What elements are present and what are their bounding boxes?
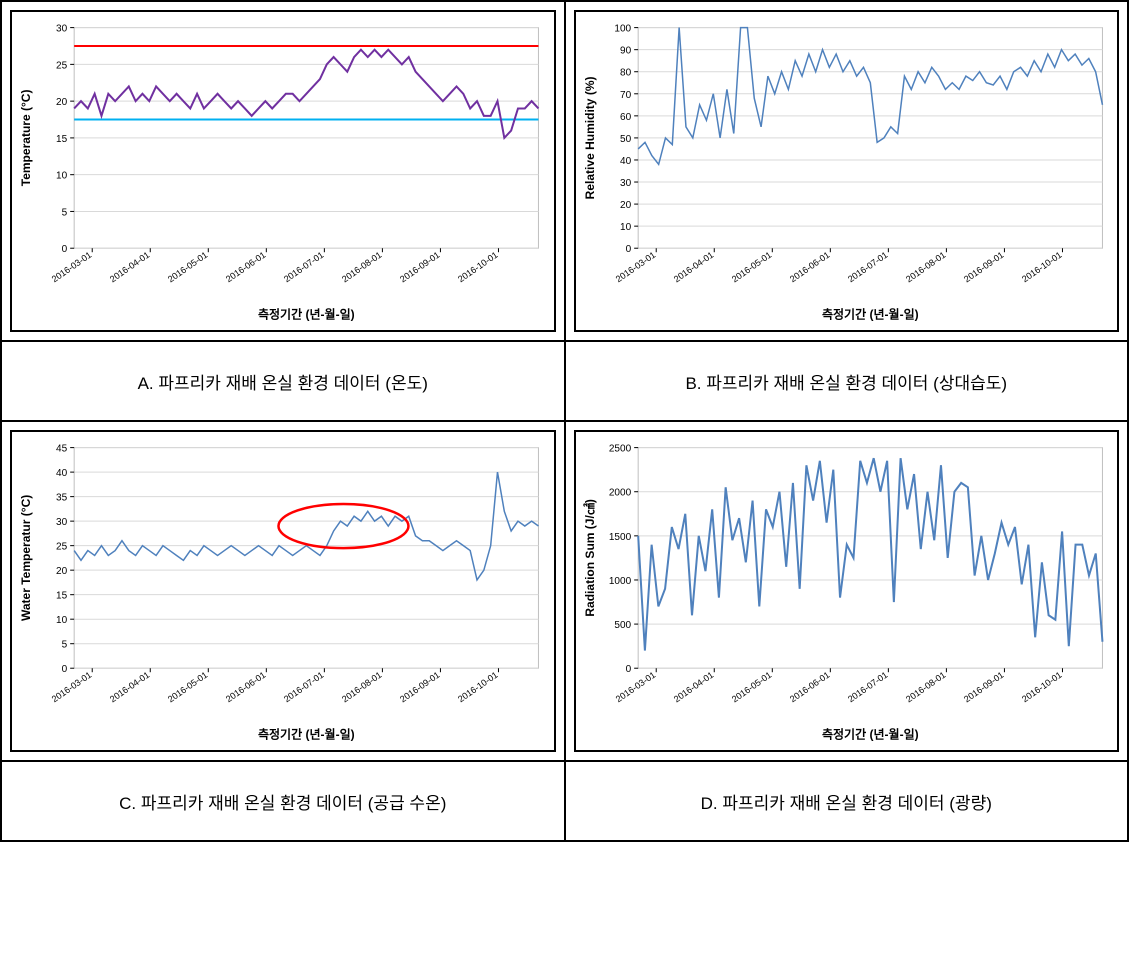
svg-text:2016-10-01: 2016-10-01 [1020, 250, 1064, 285]
chart-A-svg: 0 5 10 15 20 25 30 2016-03-01 2016-04-01 2016-05-… [12, 12, 554, 330]
svg-text:2016-08-01: 2016-08-01 [904, 250, 948, 285]
svg-text:2016-03-01: 2016-03-01 [613, 250, 657, 285]
svg-text:2016-06-01: 2016-06-01 [787, 670, 831, 705]
svg-text:500: 500 [614, 620, 631, 631]
svg-text:2016-04-01: 2016-04-01 [671, 670, 715, 705]
chart-B-svg: 0 10 20 30 40 50 60 70 80 90 100 2016-03-01 2016-04-… [576, 12, 1118, 330]
chart-C: 0 5 10 15 20 25 30 35 40 45 2016-03-01 2016-04-01 20… [10, 430, 556, 752]
svg-text:50: 50 [620, 134, 632, 145]
svg-text:90: 90 [620, 46, 632, 57]
svg-text:10: 10 [56, 615, 68, 626]
svg-text:80: 80 [620, 68, 632, 79]
svg-text:40: 40 [620, 156, 632, 167]
svg-text:15: 15 [56, 134, 68, 145]
svg-text:2016-10-01: 2016-10-01 [456, 670, 500, 705]
svg-text:40: 40 [56, 468, 68, 479]
chart-A: 0 5 10 15 20 25 30 2016-03-01 2016-04-01 2016-05-… [10, 10, 556, 332]
svg-text:2016-09-01: 2016-09-01 [962, 670, 1006, 705]
caption-B-text: B. 파프리카 재배 온실 환경 데이터 (상대습도) [685, 369, 1007, 394]
svg-text:Water Temperatur (°C): Water Temperatur (°C) [19, 495, 33, 621]
chart-B: 0 10 20 30 40 50 60 70 80 90 100 2016-03-01 2016-04-… [574, 10, 1120, 332]
svg-text:Relative Humidity (%): Relative Humidity (%) [583, 76, 597, 199]
chart-A-cell: 0 5 10 15 20 25 30 2016-03-01 2016-04-01 2016-05-… [1, 1, 565, 341]
caption-B: B. 파프리카 재배 온실 환경 데이터 (상대습도) [565, 341, 1129, 421]
svg-text:25: 25 [56, 60, 68, 71]
svg-text:측정기간 (년-월-일): 측정기간 (년-월-일) [821, 306, 918, 321]
svg-text:2016-08-01: 2016-08-01 [340, 250, 384, 285]
svg-text:Temperature (°C): Temperature (°C) [19, 90, 33, 187]
svg-text:30: 30 [620, 178, 632, 189]
svg-text:2016-04-01: 2016-04-01 [671, 250, 715, 285]
svg-text:2016-07-01: 2016-07-01 [845, 250, 889, 285]
svg-text:30: 30 [56, 24, 68, 35]
svg-text:20: 20 [56, 566, 68, 577]
svg-text:2000: 2000 [608, 488, 631, 499]
svg-text:25: 25 [56, 542, 68, 553]
svg-text:2016-05-01: 2016-05-01 [166, 250, 210, 285]
svg-text:2016-09-01: 2016-09-01 [398, 250, 442, 285]
figure-grid: 0 5 10 15 20 25 30 2016-03-01 2016-04-01 2016-05-… [0, 0, 1129, 842]
caption-C: C. 파프리카 재배 온실 환경 데이터 (공급 수온) [1, 761, 565, 841]
chart-B-cell: 0 10 20 30 40 50 60 70 80 90 100 2016-03-01 2016-04-… [565, 1, 1129, 341]
svg-text:측정기간 (년-월-일): 측정기간 (년-월-일) [258, 306, 355, 321]
svg-text:2016-07-01: 2016-07-01 [282, 250, 326, 285]
svg-text:70: 70 [620, 90, 632, 101]
svg-text:2016-07-01: 2016-07-01 [282, 670, 326, 705]
svg-text:Radiation Sum (J/㎠): Radiation Sum (J/㎠) [582, 499, 597, 617]
chart-D-svg: 0 500 1000 1500 2000 2500 2016-03-01 2016-04-01… [576, 432, 1118, 750]
svg-text:측정기간 (년-월-일): 측정기간 (년-월-일) [821, 726, 918, 741]
svg-text:5: 5 [62, 207, 68, 218]
svg-text:2016-03-01: 2016-03-01 [50, 250, 94, 285]
svg-text:2016-09-01: 2016-09-01 [398, 670, 442, 705]
svg-text:2016-06-01: 2016-06-01 [224, 250, 268, 285]
svg-text:2500: 2500 [608, 444, 631, 455]
svg-text:0: 0 [625, 244, 631, 255]
svg-text:2016-10-01: 2016-10-01 [456, 250, 500, 285]
svg-text:20: 20 [620, 200, 632, 211]
svg-text:35: 35 [56, 493, 68, 504]
caption-C-text: C. 파프리카 재배 온실 환경 데이터 (공급 수온) [119, 789, 446, 814]
svg-text:45: 45 [56, 444, 68, 455]
svg-text:30: 30 [56, 517, 68, 528]
chart-D: 0 500 1000 1500 2000 2500 2016-03-01 2016-04-01… [574, 430, 1120, 752]
chart-C-cell: 0 5 10 15 20 25 30 35 40 45 2016-03-01 2016-04-01 20… [1, 421, 565, 761]
svg-text:20: 20 [56, 97, 68, 108]
chart-D-cell: 0 500 1000 1500 2000 2500 2016-03-01 2016-04-01… [565, 421, 1129, 761]
svg-text:1000: 1000 [608, 576, 631, 587]
caption-D-text: D. 파프리카 재배 온실 환경 데이터 (광량) [701, 789, 992, 814]
svg-text:2016-10-01: 2016-10-01 [1020, 670, 1064, 705]
caption-D: D. 파프리카 재배 온실 환경 데이터 (광량) [565, 761, 1129, 841]
svg-text:2016-04-01: 2016-04-01 [108, 670, 152, 705]
chart-C-svg: 0 5 10 15 20 25 30 35 40 45 2016-03-01 2016-04-01 20… [12, 432, 554, 750]
svg-text:15: 15 [56, 591, 68, 602]
svg-text:2016-08-01: 2016-08-01 [904, 670, 948, 705]
svg-text:2016-05-01: 2016-05-01 [729, 250, 773, 285]
svg-text:2016-04-01: 2016-04-01 [108, 250, 152, 285]
svg-text:2016-05-01: 2016-05-01 [166, 670, 210, 705]
svg-text:2016-03-01: 2016-03-01 [50, 670, 94, 705]
svg-text:100: 100 [614, 24, 631, 35]
svg-text:60: 60 [620, 112, 632, 123]
caption-A: A. 파프리카 재배 온실 환경 데이터 (온도) [1, 341, 565, 421]
svg-text:2016-07-01: 2016-07-01 [845, 670, 889, 705]
svg-text:2016-05-01: 2016-05-01 [729, 670, 773, 705]
svg-text:2016-08-01: 2016-08-01 [340, 670, 384, 705]
svg-text:0: 0 [62, 664, 68, 675]
svg-text:10: 10 [56, 171, 68, 182]
svg-text:5: 5 [62, 640, 68, 651]
svg-text:1500: 1500 [608, 532, 631, 543]
svg-text:0: 0 [625, 664, 631, 675]
svg-text:2016-06-01: 2016-06-01 [224, 670, 268, 705]
svg-text:10: 10 [620, 222, 632, 233]
svg-text:2016-09-01: 2016-09-01 [962, 250, 1006, 285]
svg-text:2016-06-01: 2016-06-01 [787, 250, 831, 285]
caption-A-text: A. 파프리카 재배 온실 환경 데이터 (온도) [138, 369, 428, 394]
svg-text:0: 0 [62, 244, 68, 255]
svg-text:측정기간 (년-월-일): 측정기간 (년-월-일) [258, 726, 355, 741]
svg-text:2016-03-01: 2016-03-01 [613, 670, 657, 705]
